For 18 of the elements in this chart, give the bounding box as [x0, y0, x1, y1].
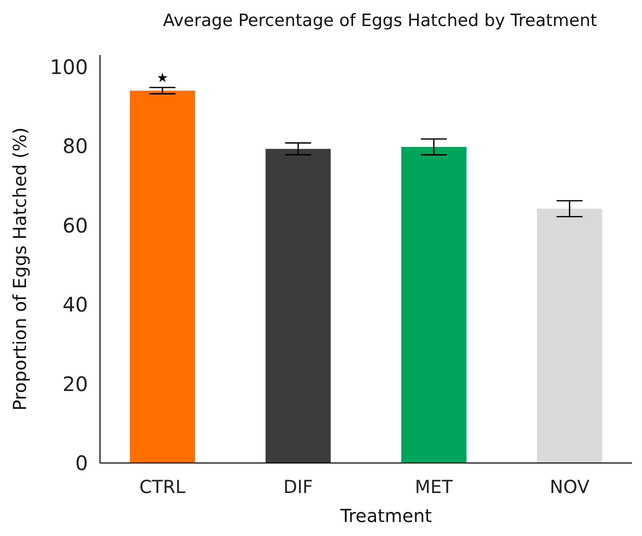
x-tick-label: NOV [550, 477, 590, 498]
y-tick-label: 40 [62, 292, 88, 317]
bar [401, 146, 466, 463]
bar [266, 148, 331, 463]
y-tick-label: 60 [62, 213, 88, 238]
chart-title: Average Percentage of Eggs Hatched by Treatment [162, 11, 598, 31]
x-tick-label: CTRL [139, 477, 186, 498]
x-tick-label: DIF [283, 477, 313, 498]
bar [130, 90, 195, 463]
y-axis-title: Proportion of Eggs Hatched (%) [10, 127, 31, 411]
bar [537, 208, 602, 463]
x-axis-title: Treatment [339, 506, 432, 527]
y-tick-label: 100 [50, 54, 88, 79]
y-tick-label: 0 [75, 451, 88, 475]
y-tick-label: 20 [62, 372, 88, 396]
x-tick-label: MET [414, 477, 454, 498]
y-tick-label: 80 [62, 134, 88, 158]
annotation: ★ [156, 71, 168, 86]
